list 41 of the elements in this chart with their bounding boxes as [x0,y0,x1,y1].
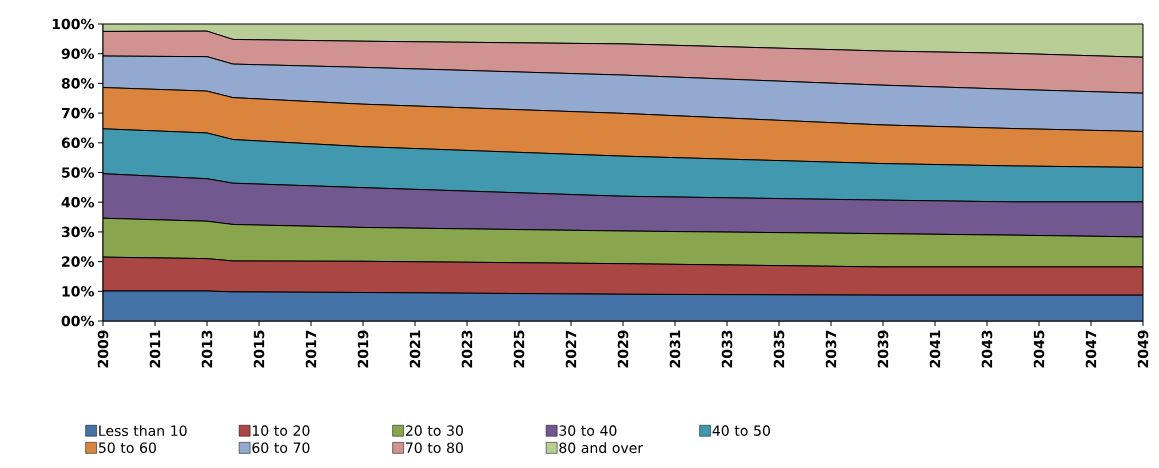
legend-label: 60 to 70 [252,442,310,454]
legend-label: 40 to 50 [712,425,770,436]
legend-label: 50 to 60 [98,442,156,454]
y-tick-label: 70% [61,107,95,119]
y-tick-label: 40% [61,196,95,208]
x-tick-label: 2033 [721,330,733,368]
y-tick-label: 80% [61,78,95,89]
x-tick-label: 2027 [565,330,577,368]
x-tick-label: 2049 [1137,330,1149,368]
legend-label: 70 to 80 [406,442,463,454]
x-tick-label: 2031 [669,330,681,368]
x-tick-label: 2039 [877,330,889,368]
x-tick-label: 2037 [825,330,837,368]
x-tick-label: 2019 [357,330,369,368]
y-tick-label: 60% [61,137,95,149]
x-tick-label: 2009 [97,330,109,368]
x-tick-label: 2025 [513,330,525,368]
y-tick-label: 100% [52,18,95,30]
y-tick-label: 90% [61,48,95,59]
x-tick-label: 2029 [617,330,629,368]
y-tick-label: 00% [61,315,95,327]
legend-label: 10 to 20 [252,425,310,436]
x-tick-label: 2011 [149,330,161,368]
legend-label: Less than 10 [99,425,187,437]
y-tick-label: 10% [62,286,95,297]
x-tick-label: 2045 [1033,330,1045,368]
x-tick-label: 2047 [1085,330,1097,368]
legend-label: 80 and over [559,442,644,454]
x-tick-label: 2041 [929,330,941,368]
x-tick-label: 2035 [773,330,785,368]
x-tick-label: 2017 [305,330,317,368]
x-tick-label: 2023 [461,330,473,368]
legend-label: 20 to 30 [405,425,463,436]
x-tick-label: 2015 [253,330,265,368]
y-tick-label: 20% [62,256,95,267]
y-tick-label: 30% [61,226,95,238]
x-tick-label: 2021 [409,330,421,368]
x-tick-label: 2013 [201,330,213,368]
x-tick-label: 2043 [981,330,993,368]
legend-label: 30 to 40 [559,425,617,436]
y-tick-label: 50% [62,167,95,178]
